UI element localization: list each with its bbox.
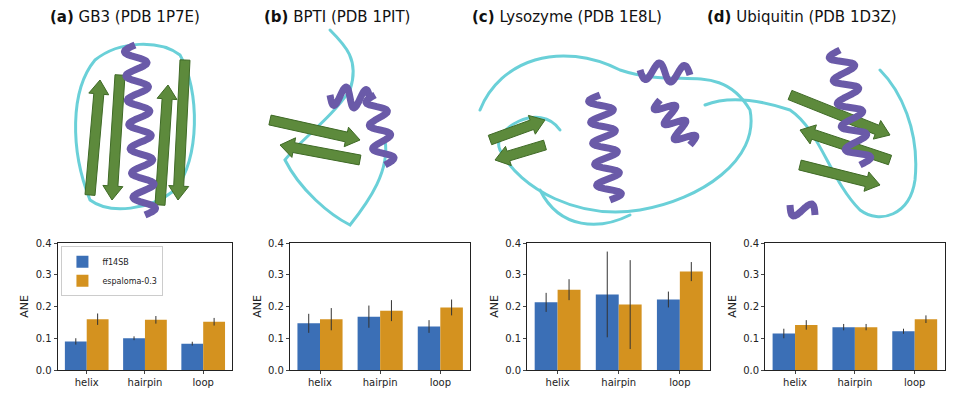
svg-text:0.3: 0.3: [36, 269, 52, 280]
svg-text:(d) Ubiquitin (PDB 1D3Z): (d) Ubiquitin (PDB 1D3Z): [707, 8, 897, 26]
svg-text:0.2: 0.2: [268, 301, 284, 312]
svg-text:hairpin: hairpin: [128, 377, 163, 388]
svg-text:0.3: 0.3: [268, 269, 284, 280]
svg-text:0.0: 0.0: [505, 365, 521, 376]
svg-text:0.0: 0.0: [36, 365, 52, 376]
svg-text:hairpin: hairpin: [601, 377, 636, 388]
svg-text:0.1: 0.1: [36, 333, 52, 344]
svg-text:0.0: 0.0: [268, 365, 284, 376]
svg-text:(b) BPTI (PDB 1PIT): (b) BPTI (PDB 1PIT): [264, 8, 410, 26]
svg-text:0.4: 0.4: [36, 238, 52, 249]
svg-text:0.4: 0.4: [505, 238, 521, 249]
svg-text:ff14SB: ff14SB: [102, 258, 128, 267]
svg-text:ANE: ANE: [18, 295, 31, 318]
svg-text:(c) Lysozyme (PDB 1E8L): (c) Lysozyme (PDB 1E8L): [472, 8, 662, 26]
svg-text:helix: helix: [783, 377, 807, 388]
svg-text:0.2: 0.2: [743, 301, 759, 312]
svg-text:0.2: 0.2: [505, 301, 521, 312]
svg-text:ANE: ANE: [488, 295, 501, 318]
svg-text:helix: helix: [546, 377, 570, 388]
svg-text:0.4: 0.4: [268, 238, 284, 249]
svg-text:helix: helix: [75, 377, 99, 388]
svg-text:helix: helix: [308, 377, 332, 388]
svg-text:0.0: 0.0: [743, 365, 759, 376]
svg-text:0.3: 0.3: [743, 269, 759, 280]
svg-text:0.1: 0.1: [268, 333, 284, 344]
svg-text:loop: loop: [669, 377, 690, 388]
svg-text:(a) GB3 (PDB 1P7E): (a) GB3 (PDB 1P7E): [50, 8, 200, 26]
svg-text:loop: loop: [430, 377, 451, 388]
svg-text:hairpin: hairpin: [363, 377, 398, 388]
svg-text:ANE: ANE: [251, 295, 264, 318]
svg-text:loop: loop: [193, 377, 214, 388]
svg-text:0.1: 0.1: [743, 333, 759, 344]
svg-text:ANE: ANE: [726, 295, 739, 318]
svg-text:0.2: 0.2: [36, 301, 52, 312]
svg-text:loop: loop: [904, 377, 925, 388]
svg-text:0.1: 0.1: [505, 333, 521, 344]
svg-text:0.4: 0.4: [743, 238, 759, 249]
svg-text:espaloma-0.3: espaloma-0.3: [102, 277, 157, 286]
svg-text:hairpin: hairpin: [837, 377, 872, 388]
svg-text:0.3: 0.3: [505, 269, 521, 280]
